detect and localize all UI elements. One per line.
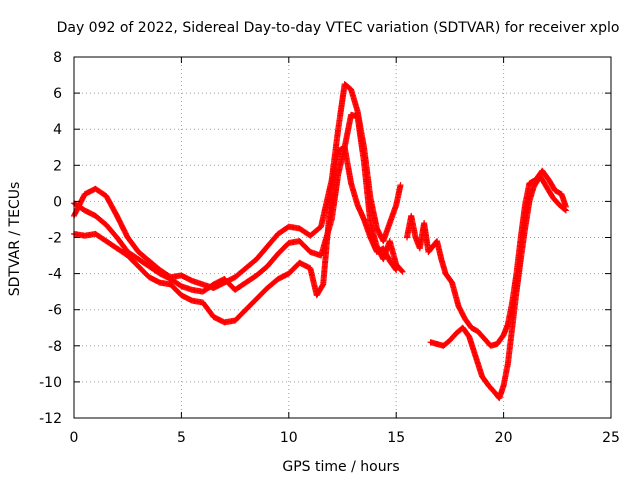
x-axis-title: GPS time / hours xyxy=(282,459,399,475)
data-point xyxy=(393,266,400,273)
x-tick-label: 5 xyxy=(177,430,186,446)
data-point xyxy=(561,206,568,213)
y-tick-label: 2 xyxy=(53,158,62,174)
x-tick-label: 10 xyxy=(280,430,298,446)
axis-ticks: 0 5 10 15 20 25 -12 -10 -8 -6 -4 -2 0 2 4 6 8 xyxy=(39,50,620,446)
data-point xyxy=(562,207,569,214)
chart-title: Day 092 of 2022, Sidereal Day-to-day VTE… xyxy=(57,20,620,36)
y-tick-label: 6 xyxy=(53,86,62,102)
data-points xyxy=(71,81,569,402)
x-tick-label: 25 xyxy=(602,430,620,446)
y-tick-label: 8 xyxy=(53,50,62,66)
data-point xyxy=(397,182,404,189)
y-tick-label: -10 xyxy=(39,375,62,391)
data-point xyxy=(398,267,405,274)
data-point xyxy=(392,265,399,272)
data-point xyxy=(399,268,406,275)
y-tick-label: 4 xyxy=(53,122,62,138)
y-tick-label: -4 xyxy=(48,267,62,283)
x-tick-label: 15 xyxy=(387,430,405,446)
x-tick-label: 0 xyxy=(70,430,79,446)
y-tick-label: -12 xyxy=(39,411,62,427)
y-tick-label: -2 xyxy=(48,231,62,247)
y-tick-label: -6 xyxy=(48,303,62,319)
y-tick-label: -8 xyxy=(48,339,62,355)
y-axis-title: SDTVAR / TECUs xyxy=(7,182,23,297)
y-tick-label: 0 xyxy=(53,194,62,210)
x-tick-label: 20 xyxy=(495,430,513,446)
